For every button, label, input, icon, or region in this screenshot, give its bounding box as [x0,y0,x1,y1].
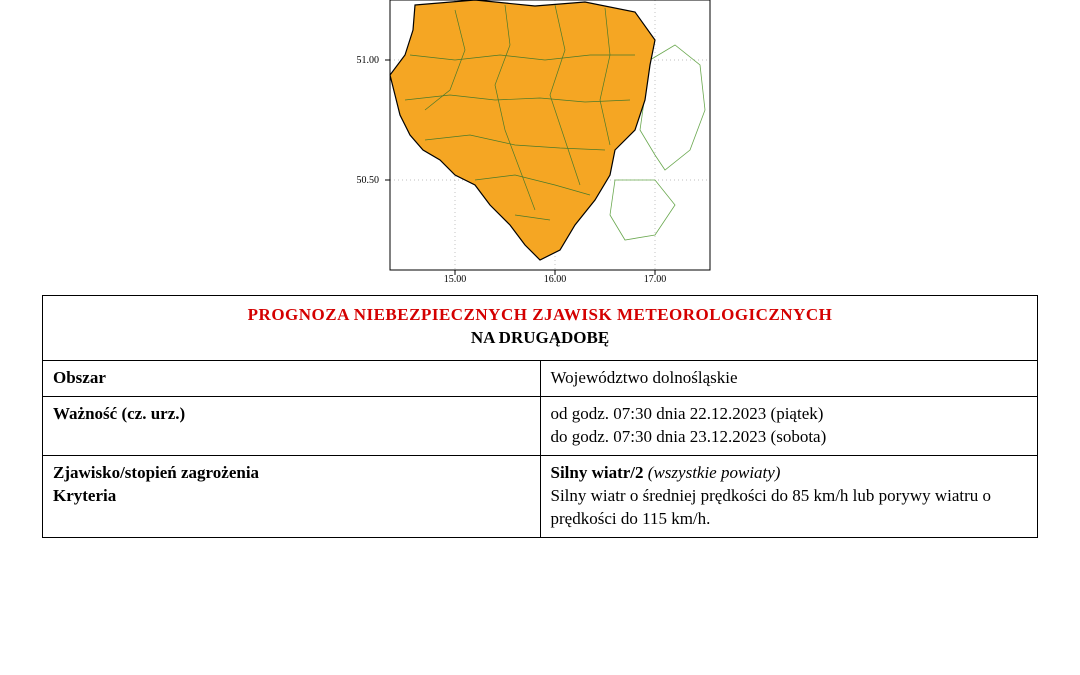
hazard-label-line2: Kryteria [53,486,116,505]
validity-from: od godz. 07:30 dnia 22.12.2023 (piątek) [551,404,824,423]
table-header-cell: PROGNOZA NIEBEZPIECZNYCH ZJAWISK METEORO… [43,296,1038,361]
row-area-label: Obszar [43,360,541,396]
row-validity-label: Ważność (cz. urz.) [43,396,541,455]
map-xtick-label: 17.00 [644,274,667,285]
warning-map: 51.00 50.50 15.00 16.00 17.00 [355,0,725,285]
row-area-value: Województwo dolnośląskie [540,360,1038,396]
page-container: 51.00 50.50 15.00 16.00 17.00 PROGNOZA N… [0,0,1080,675]
hazard-label-line1: Zjawisko/stopień zagrożenia [53,463,259,482]
map-ytick-label: 51.00 [357,55,380,66]
table-row: Zjawisko/stopień zagrożenia Kryteria Sil… [43,455,1038,537]
map-region: 51.00 50.50 15.00 16.00 17.00 [0,0,1080,285]
validity-to: do godz. 07:30 dnia 23.12.2023 (sobota) [551,427,827,446]
map-xtick-label: 15.00 [444,274,467,285]
table-row: Obszar Województwo dolnośląskie [43,360,1038,396]
table-header-row: PROGNOZA NIEBEZPIECZNYCH ZJAWISK METEORO… [43,296,1038,361]
map-xtick-label: 16.00 [544,274,567,285]
map-ytick-label: 50.50 [357,175,380,186]
forecast-table: PROGNOZA NIEBEZPIECZNYCH ZJAWISK METEORO… [42,295,1038,538]
hazard-criteria: Silny wiatr o średniej prędkości do 85 k… [551,486,992,528]
table-row: Ważność (cz. urz.) od godz. 07:30 dnia 2… [43,396,1038,455]
row-hazard-label: Zjawisko/stopień zagrożenia Kryteria [43,455,541,537]
forecast-title: PROGNOZA NIEBEZPIECZNYCH ZJAWISK METEORO… [248,305,833,324]
hazard-scope: (wszystkie powiaty) [648,463,781,482]
hazard-name: Silny wiatr/2 [551,463,644,482]
row-validity-value: od godz. 07:30 dnia 22.12.2023 (piątek) … [540,396,1038,455]
row-hazard-value: Silny wiatr/2 (wszystkie powiaty) Silny … [540,455,1038,537]
forecast-subtitle: NA DRUGĄDOBĘ [471,328,609,347]
